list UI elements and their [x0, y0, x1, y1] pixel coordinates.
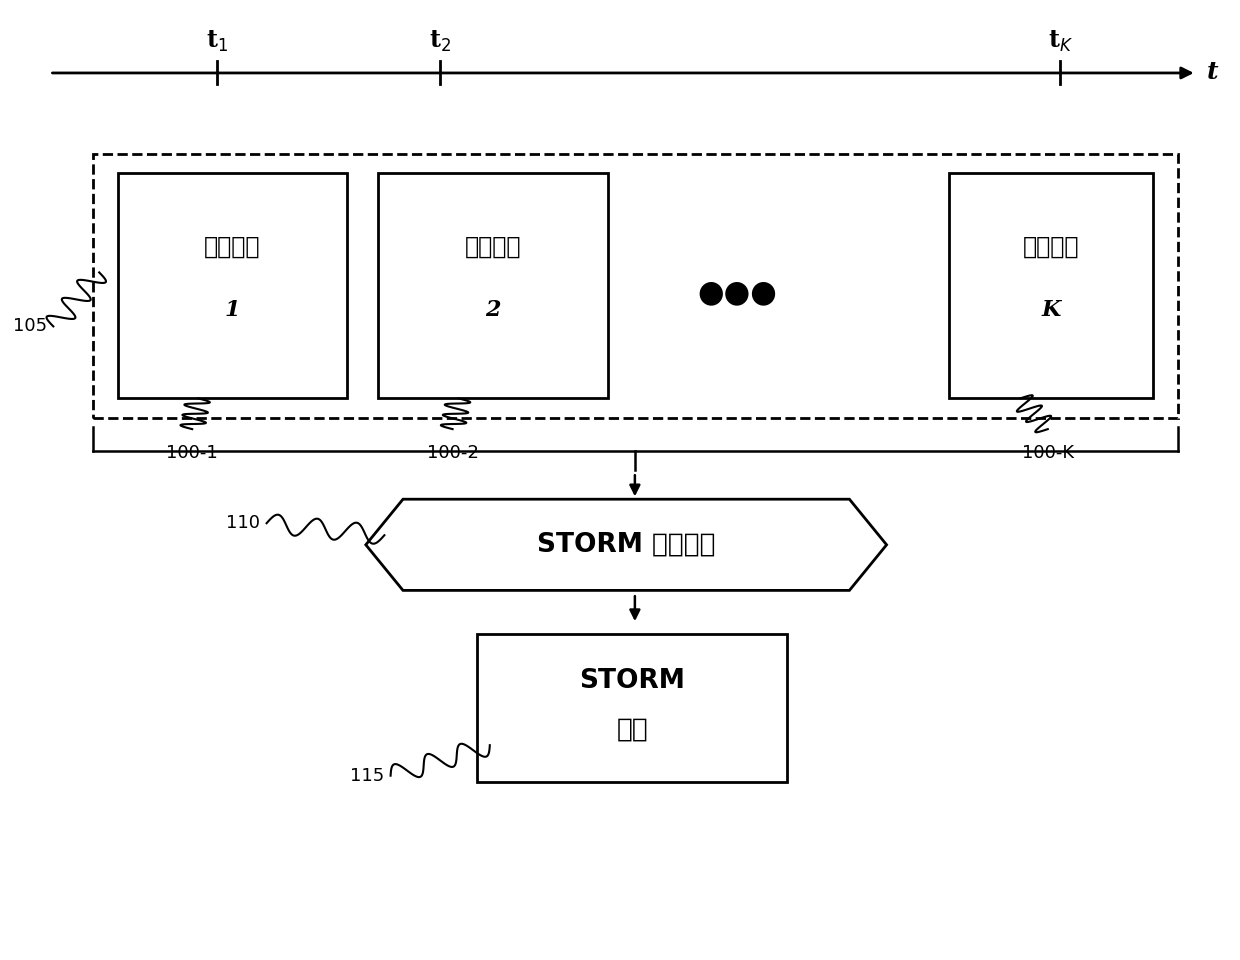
Text: 原始图像: 原始图像	[205, 235, 260, 259]
Text: 100-2: 100-2	[427, 444, 479, 462]
Text: t$_{2}$: t$_{2}$	[429, 29, 451, 54]
Text: t: t	[1207, 60, 1218, 84]
Text: t$_{1}$: t$_{1}$	[206, 29, 228, 54]
Text: 原始图像: 原始图像	[465, 235, 521, 259]
Text: K: K	[1042, 299, 1060, 321]
Text: STORM 图像处理: STORM 图像处理	[537, 532, 715, 558]
Text: ●●●: ●●●	[698, 278, 777, 307]
Text: 1: 1	[224, 299, 241, 321]
Polygon shape	[366, 499, 887, 590]
Bar	[949, 173, 1153, 398]
Bar	[477, 634, 787, 782]
Bar	[378, 173, 608, 398]
Text: STORM: STORM	[579, 668, 686, 694]
Text: 原始图像: 原始图像	[1023, 235, 1079, 259]
Text: 110: 110	[227, 515, 260, 532]
Bar	[93, 154, 1178, 418]
Text: t$_{K}$: t$_{K}$	[1048, 29, 1073, 54]
Text: 图像: 图像	[616, 716, 649, 742]
Text: 105: 105	[12, 318, 47, 335]
Text: 115: 115	[350, 767, 384, 784]
Text: 100-K: 100-K	[1022, 444, 1074, 462]
Text: 2: 2	[485, 299, 501, 321]
Bar	[118, 173, 347, 398]
Text: 100-1: 100-1	[166, 444, 218, 462]
